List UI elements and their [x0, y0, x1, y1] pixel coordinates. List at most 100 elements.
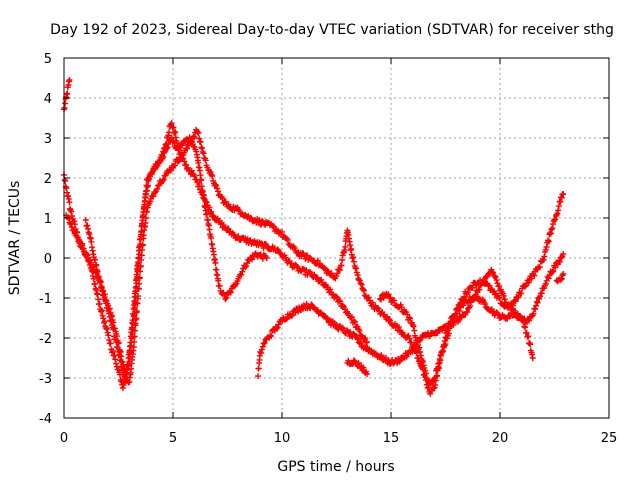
data-point	[525, 333, 532, 340]
data-point	[385, 291, 392, 298]
data-point	[107, 340, 114, 347]
data-point	[339, 324, 346, 331]
data-point	[274, 246, 281, 253]
data-point	[282, 254, 289, 261]
data-point	[255, 365, 262, 372]
data-point	[364, 371, 370, 377]
data-point	[362, 335, 369, 342]
data-point	[357, 338, 364, 345]
data-point	[491, 273, 498, 280]
data-point	[493, 277, 500, 284]
data-point	[96, 300, 103, 307]
data-point	[411, 327, 418, 334]
y-tick-label: -4	[39, 412, 52, 427]
data-point	[378, 352, 385, 359]
data-point	[261, 339, 268, 346]
data-point	[356, 277, 363, 284]
x-tick-label: 10	[274, 431, 291, 446]
data-point	[219, 195, 226, 202]
data-point	[94, 268, 101, 275]
data-point	[113, 360, 119, 367]
data-point	[536, 264, 543, 271]
data-point	[492, 274, 499, 281]
data-point	[71, 218, 78, 225]
data-point	[408, 339, 415, 346]
data-point	[350, 357, 357, 364]
data-point	[550, 268, 557, 275]
data-point	[521, 283, 528, 290]
data-point	[154, 186, 161, 192]
data-point	[74, 234, 81, 241]
data-point	[512, 298, 519, 305]
data-point	[191, 172, 198, 179]
data-point	[79, 242, 86, 249]
data-point	[207, 168, 214, 175]
series-track-g	[377, 191, 567, 387]
data-point	[467, 303, 474, 309]
data-point	[396, 358, 403, 365]
data-point	[395, 324, 402, 331]
data-point	[117, 357, 124, 364]
data-point	[333, 293, 340, 300]
data-point	[292, 309, 299, 316]
series-track-h	[553, 271, 567, 285]
data-point	[193, 148, 200, 155]
data-point	[361, 335, 368, 342]
data-point	[258, 350, 265, 357]
data-point	[149, 169, 156, 176]
data-point	[223, 294, 230, 301]
data-point	[103, 300, 110, 307]
data-point	[432, 374, 439, 381]
data-point	[409, 348, 416, 355]
data-point	[207, 209, 214, 216]
data-point	[133, 277, 140, 284]
data-point	[405, 332, 412, 339]
data-point	[214, 185, 221, 192]
data-point	[106, 310, 113, 317]
data-point	[171, 130, 178, 136]
data-point	[152, 189, 159, 196]
data-point	[413, 350, 420, 357]
data-point	[133, 308, 140, 315]
data-point	[556, 259, 563, 265]
data-point	[527, 341, 534, 348]
data-point	[526, 317, 532, 324]
data-point	[263, 255, 270, 261]
data-point	[86, 231, 93, 237]
data-point	[119, 364, 126, 371]
data-point	[86, 258, 93, 265]
data-point	[534, 299, 541, 306]
data-point	[212, 260, 219, 266]
data-point	[98, 307, 105, 314]
data-point	[198, 144, 205, 151]
data-point	[203, 199, 210, 206]
data-point	[555, 207, 562, 214]
data-point	[509, 302, 516, 309]
data-point	[360, 364, 367, 371]
data-point	[175, 158, 182, 165]
data-point	[101, 318, 108, 325]
data-point	[377, 353, 384, 360]
data-point	[64, 90, 71, 97]
data-point	[434, 330, 441, 336]
data-point	[469, 284, 476, 291]
data-point	[344, 328, 351, 335]
data-point	[355, 360, 362, 366]
data-point	[135, 286, 142, 292]
data-point	[181, 158, 188, 165]
data-point	[136, 280, 143, 287]
data-point	[464, 289, 471, 296]
data-point	[208, 235, 215, 242]
data-point	[146, 173, 153, 180]
data-point	[550, 221, 556, 228]
data-point	[361, 287, 367, 294]
data-point	[439, 349, 446, 356]
data-point	[66, 77, 73, 83]
data-point	[128, 365, 135, 372]
data-point	[337, 298, 344, 305]
series-track-d	[82, 126, 536, 397]
data-point	[336, 297, 343, 304]
data-point	[496, 282, 503, 289]
data-point	[410, 323, 417, 330]
data-point	[279, 228, 285, 235]
